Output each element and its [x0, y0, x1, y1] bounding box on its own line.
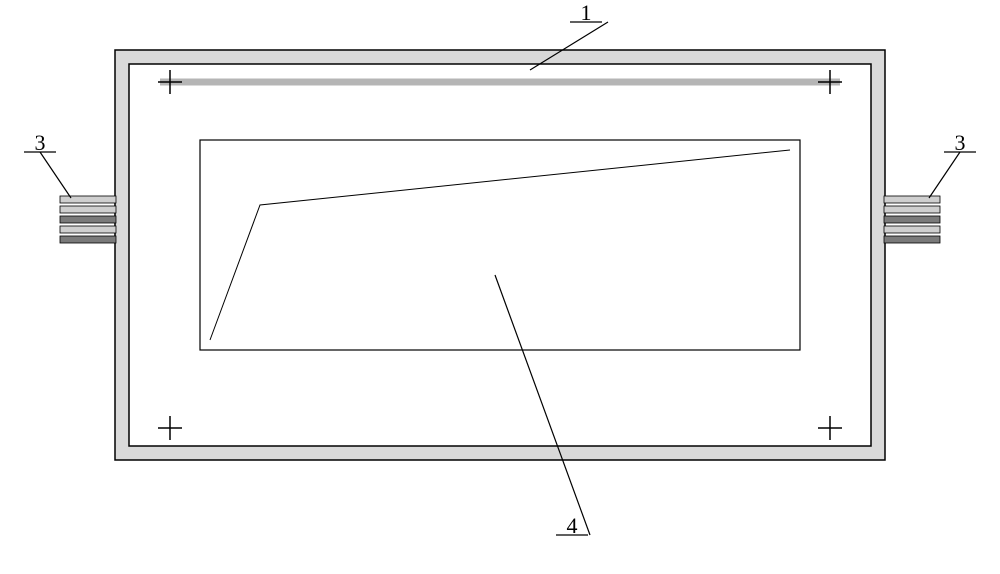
connector	[60, 196, 116, 243]
connector-stripe	[884, 206, 940, 213]
leader-label-3: 3	[955, 130, 966, 155]
connector-stripe	[60, 236, 116, 243]
diagram-svg: 1 3 3 4	[0, 0, 1000, 574]
connector-stripe	[884, 196, 940, 203]
display-rect	[200, 140, 800, 350]
connector-stripe	[60, 196, 116, 203]
leader-label-4: 4	[567, 513, 578, 538]
connector-stripe	[60, 206, 116, 213]
connector-stripe	[884, 216, 940, 223]
connector-stripe	[60, 226, 116, 233]
leader-label-1: 1	[581, 0, 592, 25]
connector	[884, 196, 940, 243]
connector-stripe	[884, 236, 940, 243]
connector-stripe	[884, 226, 940, 233]
connector-stripe	[60, 216, 116, 223]
leader-label-3: 3	[35, 130, 46, 155]
